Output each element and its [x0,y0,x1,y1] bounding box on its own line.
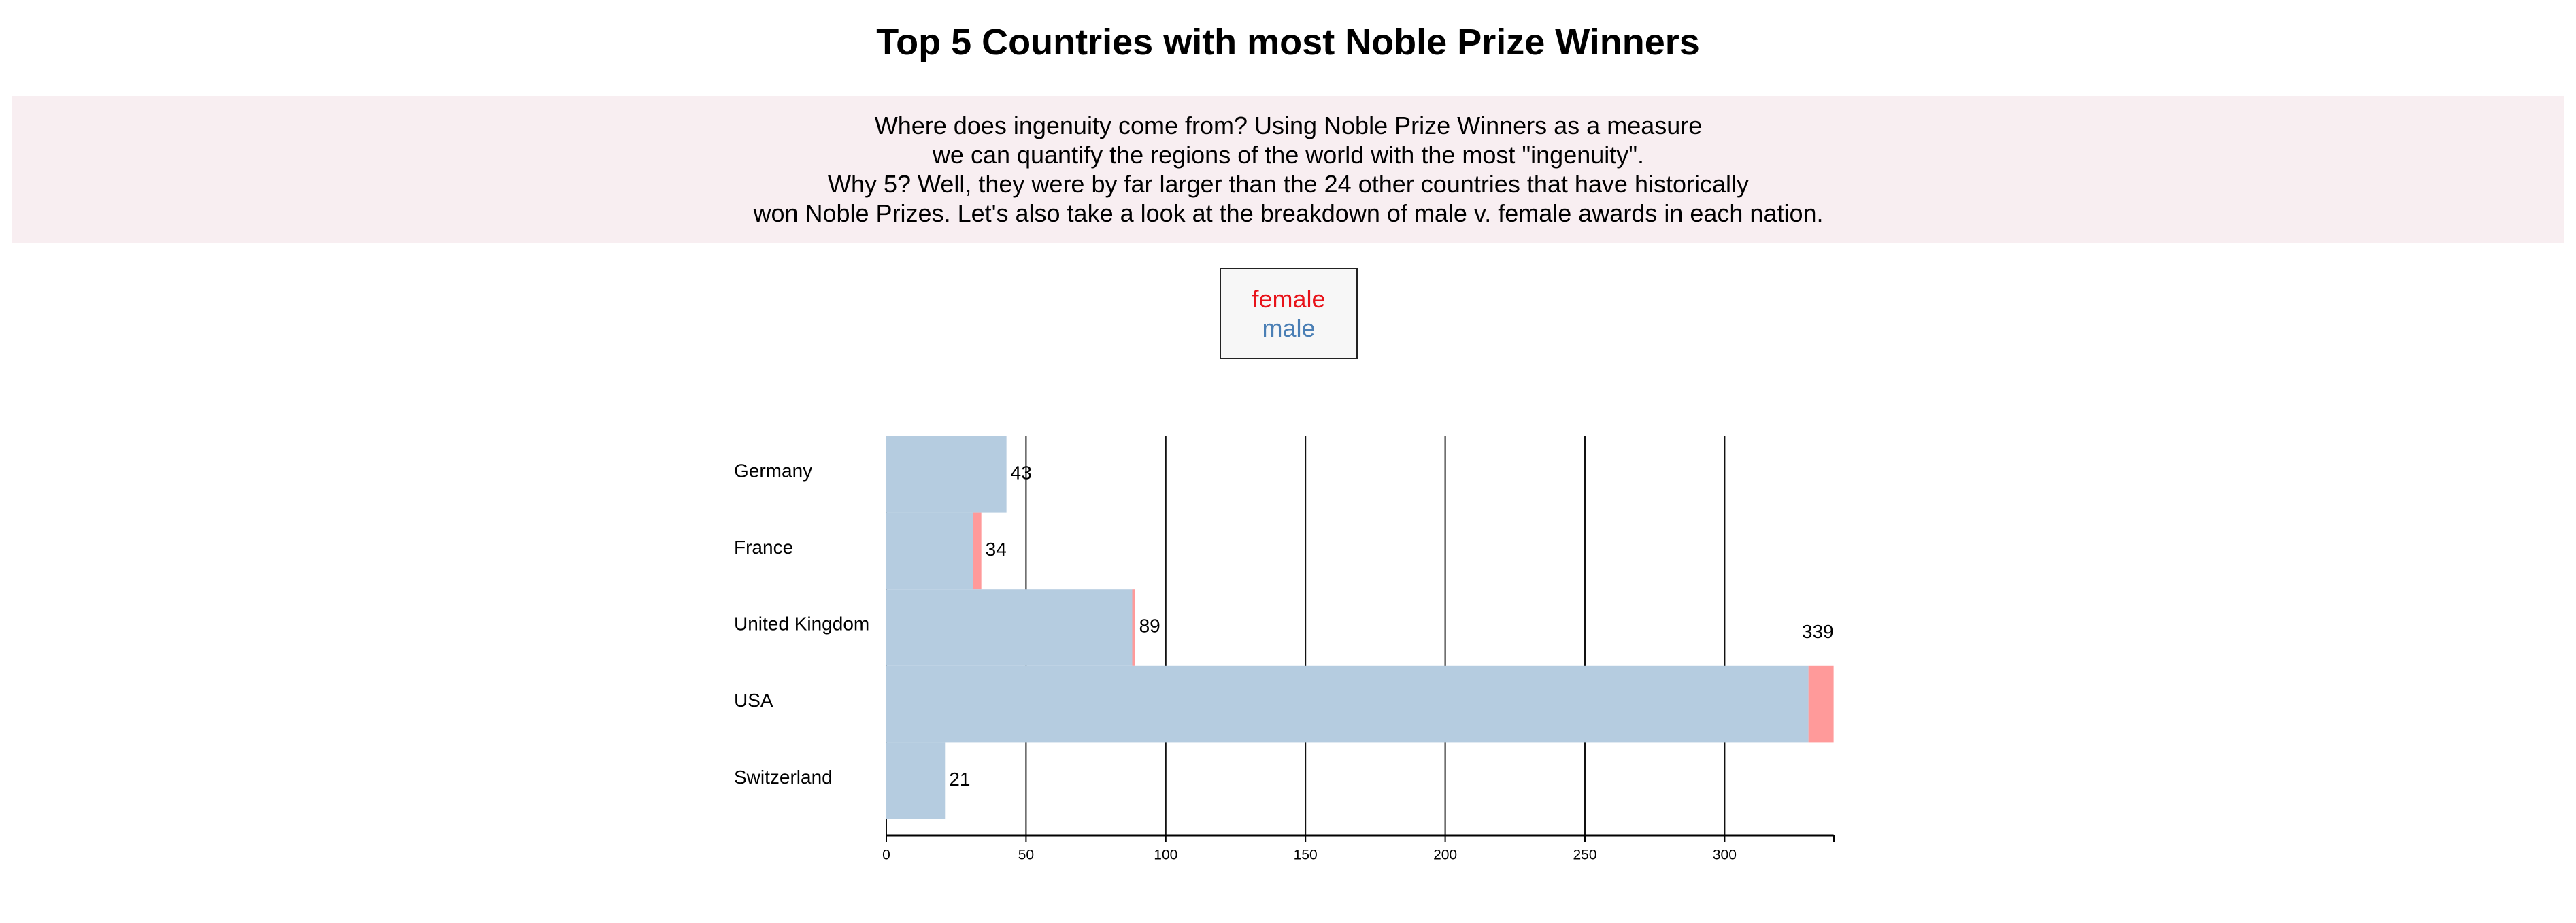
intro-line-3: Why 5? Well, they were by far larger tha… [827,170,1749,198]
legend-item-female: female [1252,285,1326,313]
x-tick-label: 50 [1018,848,1034,863]
data-label: 339 [1802,621,1834,642]
bar-female [973,512,982,590]
x-tick-label: 250 [1573,848,1596,863]
category-label: Germany [734,460,812,481]
bar-female [1132,589,1135,666]
intro-line-4: won Noble Prizes. Let's also take a look… [753,199,1824,227]
x-tick-label: 150 [1294,848,1318,863]
x-tick-label: 100 [1154,848,1177,863]
data-label: 34 [986,539,1007,560]
category-label: France [734,537,793,558]
chart-legend: female male [1220,268,1358,359]
category-label: Switzerland [734,767,833,788]
bar-male [886,589,1133,666]
category-label: USA [734,690,773,711]
intro-line-2: we can quantify the regions of the world… [932,141,1645,169]
bar-female [1808,665,1834,743]
x-tick-label: 200 [1433,848,1457,863]
data-label: 21 [949,769,970,790]
x-tick-label: 300 [1713,848,1737,863]
bar-male [886,436,1007,513]
page-title: Top 5 Countries with most Noble Prize Wi… [876,22,1700,63]
bar-male [886,512,973,590]
legend-item-male: male [1262,314,1316,342]
category-label: United Kingdom [734,614,869,635]
data-label: 43 [1011,462,1032,483]
bar-male [886,665,1809,743]
intro-panel: Where does ingenuity come from? Using No… [12,96,2564,243]
bar-male [886,742,946,819]
data-label: 89 [1139,616,1160,637]
x-tick-label: 0 [882,848,890,863]
intro-line-1: Where does ingenuity come from? Using No… [874,112,1703,139]
